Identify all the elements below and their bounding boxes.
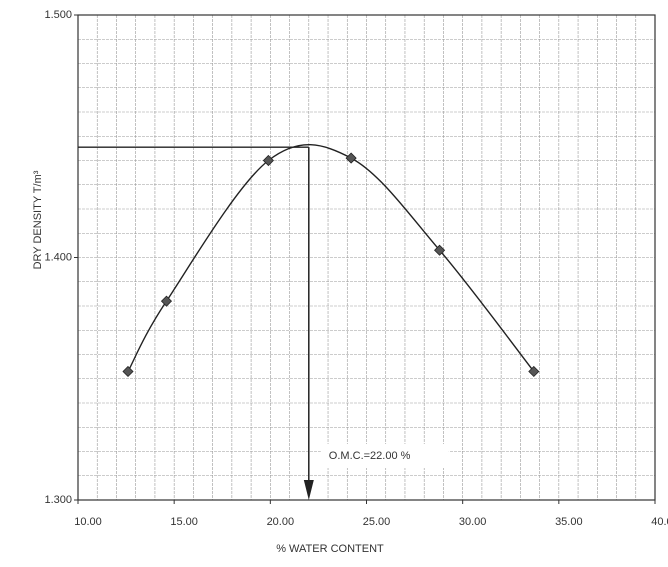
x-tick-label: 30.00 xyxy=(459,516,487,528)
y-axis-label: DRY DENSITY T/m³ xyxy=(32,170,44,269)
annotation-text: O.M.C.=22.00 % xyxy=(329,450,411,462)
x-tick-label: 40.00 xyxy=(651,516,668,528)
x-tick-label: 35.00 xyxy=(555,516,583,528)
x-axis-label: % WATER CONTENT xyxy=(276,543,384,555)
y-tick-label: 1.400 xyxy=(44,251,72,263)
chart: % WATER CONTENT DRY DENSITY T/m³ 10.00 15… xyxy=(0,0,668,567)
y-tick-label: 1.300 xyxy=(44,494,72,506)
x-tick-label: 25.00 xyxy=(363,516,391,528)
x-tick-label: 20.00 xyxy=(267,516,295,528)
background xyxy=(0,0,668,567)
x-tick-label: 15.00 xyxy=(170,516,198,528)
x-tick-label: 10.00 xyxy=(74,516,102,528)
y-tick-label: 1.500 xyxy=(44,9,72,21)
